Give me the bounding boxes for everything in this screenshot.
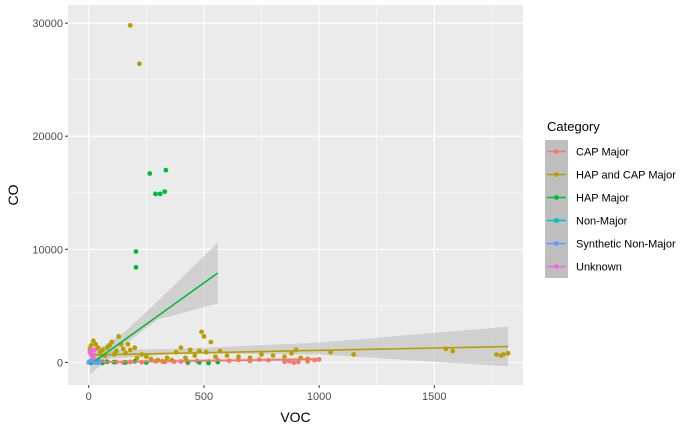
data-point [95, 345, 101, 351]
data-point [90, 355, 96, 361]
data-point [291, 360, 297, 366]
data-point [143, 354, 149, 360]
data-point [192, 353, 198, 358]
data-point [133, 249, 139, 254]
data-point [90, 338, 96, 344]
data-point [134, 355, 140, 361]
legend-label: HAP and CAP Major [576, 170, 676, 182]
data-point [282, 359, 287, 365]
y-tick-label: 0 [57, 357, 63, 369]
legend-key-point [554, 241, 559, 246]
data-point [259, 352, 264, 357]
data-point [282, 354, 287, 360]
data-point [247, 355, 253, 361]
data-point [183, 355, 188, 361]
data-point [100, 347, 105, 353]
data-point [92, 347, 97, 353]
data-point [501, 352, 506, 357]
data-point [494, 352, 499, 357]
data-point [295, 359, 301, 365]
legend-label: Non-Major [576, 216, 628, 228]
data-point [127, 347, 133, 353]
data-point [351, 352, 357, 357]
data-point [88, 343, 94, 348]
legend-label: Synthetic Non-Major [576, 239, 676, 251]
data-point [125, 341, 131, 347]
data-point [187, 347, 193, 353]
data-point [127, 22, 133, 28]
band-hap-and-cap-major [89, 326, 509, 367]
data-point [93, 341, 99, 347]
data-point [450, 348, 456, 354]
data-point [116, 333, 122, 339]
fit-line [89, 345, 509, 356]
y-tick-label: 10000 [32, 244, 63, 256]
legend: Category CAP Major HAP and CAP Major HAP M… [545, 119, 676, 278]
data-point [120, 346, 126, 352]
data-point [157, 191, 163, 197]
data-point [236, 354, 241, 360]
data-point [206, 360, 211, 366]
legend-key-point [554, 172, 559, 177]
y-tick-label: 20000 [32, 131, 63, 143]
legend-key-point [554, 264, 559, 269]
legend-label: Unknown [576, 262, 622, 274]
data-point [312, 357, 317, 363]
data-point [270, 353, 276, 358]
fit-line [97, 358, 320, 363]
legend-label: HAP Major [576, 193, 629, 205]
data-point [505, 350, 511, 356]
data-point [137, 61, 142, 67]
data-point [213, 354, 218, 360]
fit-lines [88, 272, 509, 366]
data-point [163, 167, 169, 173]
fit-line [89, 272, 219, 366]
data-point [109, 339, 115, 345]
legend-key-point [554, 195, 559, 200]
axis-ticks: 0 500 1000 1500 0 10000 20000 30000 [32, 18, 446, 403]
x-axis-title: VOC [280, 409, 310, 425]
legend-key-point [554, 218, 559, 223]
data-point [199, 329, 205, 335]
data-point [289, 350, 294, 356]
grid-lines [68, 5, 523, 385]
data-point [164, 355, 170, 361]
data-point [201, 333, 207, 339]
data-point [153, 191, 158, 197]
data-point [113, 348, 119, 354]
legend-title: Category [547, 119, 600, 134]
data-point [224, 353, 230, 358]
x-tick-label: 500 [195, 391, 213, 403]
x-tick-label: 1500 [422, 391, 446, 403]
legend-key-point [554, 149, 559, 154]
data-point [148, 356, 154, 362]
data-point [208, 339, 214, 345]
x-tick-label: 1000 [307, 391, 331, 403]
data-point [162, 189, 168, 195]
data-point [178, 345, 184, 351]
fit-line [88, 352, 96, 357]
data-point [133, 264, 139, 270]
legend-label: CAP Major [576, 147, 629, 159]
x-tick-label: 0 [86, 391, 92, 403]
data-point [132, 345, 138, 351]
y-tick-label: 30000 [32, 18, 63, 30]
data-point [107, 343, 112, 348]
data-point [328, 349, 334, 355]
data-point [147, 171, 153, 176]
y-axis-title: CO [5, 184, 21, 205]
